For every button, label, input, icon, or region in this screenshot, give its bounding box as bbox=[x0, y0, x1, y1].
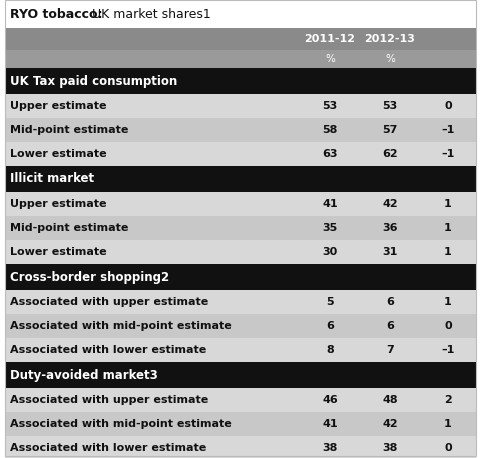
Bar bbox=[5, 192, 476, 216]
Bar bbox=[5, 388, 476, 412]
Text: Illicit market: Illicit market bbox=[10, 173, 94, 185]
Text: 0: 0 bbox=[444, 101, 452, 111]
Text: –1: –1 bbox=[441, 125, 455, 135]
Text: 7: 7 bbox=[386, 345, 394, 355]
Text: 8: 8 bbox=[326, 345, 334, 355]
Text: 41: 41 bbox=[322, 419, 338, 429]
Text: Associated with lower estimate: Associated with lower estimate bbox=[10, 443, 206, 453]
Bar bbox=[5, 28, 476, 50]
Text: 36: 36 bbox=[382, 223, 398, 233]
Text: Associated with mid-point estimate: Associated with mid-point estimate bbox=[10, 419, 232, 429]
Bar bbox=[5, 314, 476, 338]
Text: 46: 46 bbox=[322, 395, 338, 405]
Text: 38: 38 bbox=[382, 443, 398, 453]
Text: 63: 63 bbox=[322, 149, 338, 159]
Text: 2: 2 bbox=[444, 395, 452, 405]
Text: 30: 30 bbox=[323, 247, 337, 257]
Text: 0: 0 bbox=[444, 443, 452, 453]
Text: Duty-avoided market3: Duty-avoided market3 bbox=[10, 369, 158, 382]
Text: 41: 41 bbox=[322, 199, 338, 209]
Bar bbox=[5, 338, 476, 362]
Text: 2012-13: 2012-13 bbox=[365, 34, 415, 44]
Text: 53: 53 bbox=[323, 101, 337, 111]
Bar bbox=[5, 142, 476, 166]
Text: Lower estimate: Lower estimate bbox=[10, 247, 107, 257]
Text: Upper estimate: Upper estimate bbox=[10, 101, 107, 111]
Text: RYO tobacco:: RYO tobacco: bbox=[10, 7, 103, 21]
Bar bbox=[5, 50, 476, 68]
Text: UK Tax paid consumption: UK Tax paid consumption bbox=[10, 75, 177, 87]
Bar bbox=[5, 290, 476, 314]
Text: 6: 6 bbox=[386, 321, 394, 331]
Text: Cross-border shopping2: Cross-border shopping2 bbox=[10, 271, 169, 284]
Bar bbox=[5, 166, 476, 192]
Text: 1: 1 bbox=[444, 419, 452, 429]
Text: UK market shares1: UK market shares1 bbox=[88, 7, 211, 21]
Bar bbox=[5, 94, 476, 118]
Text: 6: 6 bbox=[326, 321, 334, 331]
Bar bbox=[5, 216, 476, 240]
Text: Associated with upper estimate: Associated with upper estimate bbox=[10, 297, 208, 307]
Text: 62: 62 bbox=[382, 149, 398, 159]
Text: Upper estimate: Upper estimate bbox=[10, 199, 107, 209]
Text: %: % bbox=[325, 54, 335, 64]
Text: %: % bbox=[385, 54, 395, 64]
Text: 35: 35 bbox=[323, 223, 337, 233]
Text: 5: 5 bbox=[326, 297, 334, 307]
Bar bbox=[5, 68, 476, 94]
Bar bbox=[5, 240, 476, 264]
Bar bbox=[5, 436, 476, 458]
Text: 42: 42 bbox=[382, 419, 398, 429]
Text: 48: 48 bbox=[382, 395, 398, 405]
Text: 1: 1 bbox=[444, 199, 452, 209]
Text: 6: 6 bbox=[386, 297, 394, 307]
Text: 57: 57 bbox=[382, 125, 398, 135]
Text: 1: 1 bbox=[444, 297, 452, 307]
Text: Mid-point estimate: Mid-point estimate bbox=[10, 223, 128, 233]
Text: 31: 31 bbox=[382, 247, 398, 257]
Bar bbox=[5, 264, 476, 290]
Text: 53: 53 bbox=[383, 101, 397, 111]
Text: 1: 1 bbox=[444, 223, 452, 233]
Text: 2011-12: 2011-12 bbox=[304, 34, 356, 44]
Text: Mid-point estimate: Mid-point estimate bbox=[10, 125, 128, 135]
Text: 38: 38 bbox=[322, 443, 338, 453]
Text: 1: 1 bbox=[444, 247, 452, 257]
Text: Lower estimate: Lower estimate bbox=[10, 149, 107, 159]
Text: –1: –1 bbox=[441, 149, 455, 159]
Text: –1: –1 bbox=[441, 345, 455, 355]
Text: 0: 0 bbox=[444, 321, 452, 331]
Text: Associated with upper estimate: Associated with upper estimate bbox=[10, 395, 208, 405]
Text: Associated with lower estimate: Associated with lower estimate bbox=[10, 345, 206, 355]
Text: 58: 58 bbox=[322, 125, 338, 135]
Bar bbox=[5, 412, 476, 436]
Bar bbox=[5, 118, 476, 142]
Bar bbox=[5, 362, 476, 388]
Text: 42: 42 bbox=[382, 199, 398, 209]
Text: Associated with mid-point estimate: Associated with mid-point estimate bbox=[10, 321, 232, 331]
Bar bbox=[5, 0, 476, 28]
